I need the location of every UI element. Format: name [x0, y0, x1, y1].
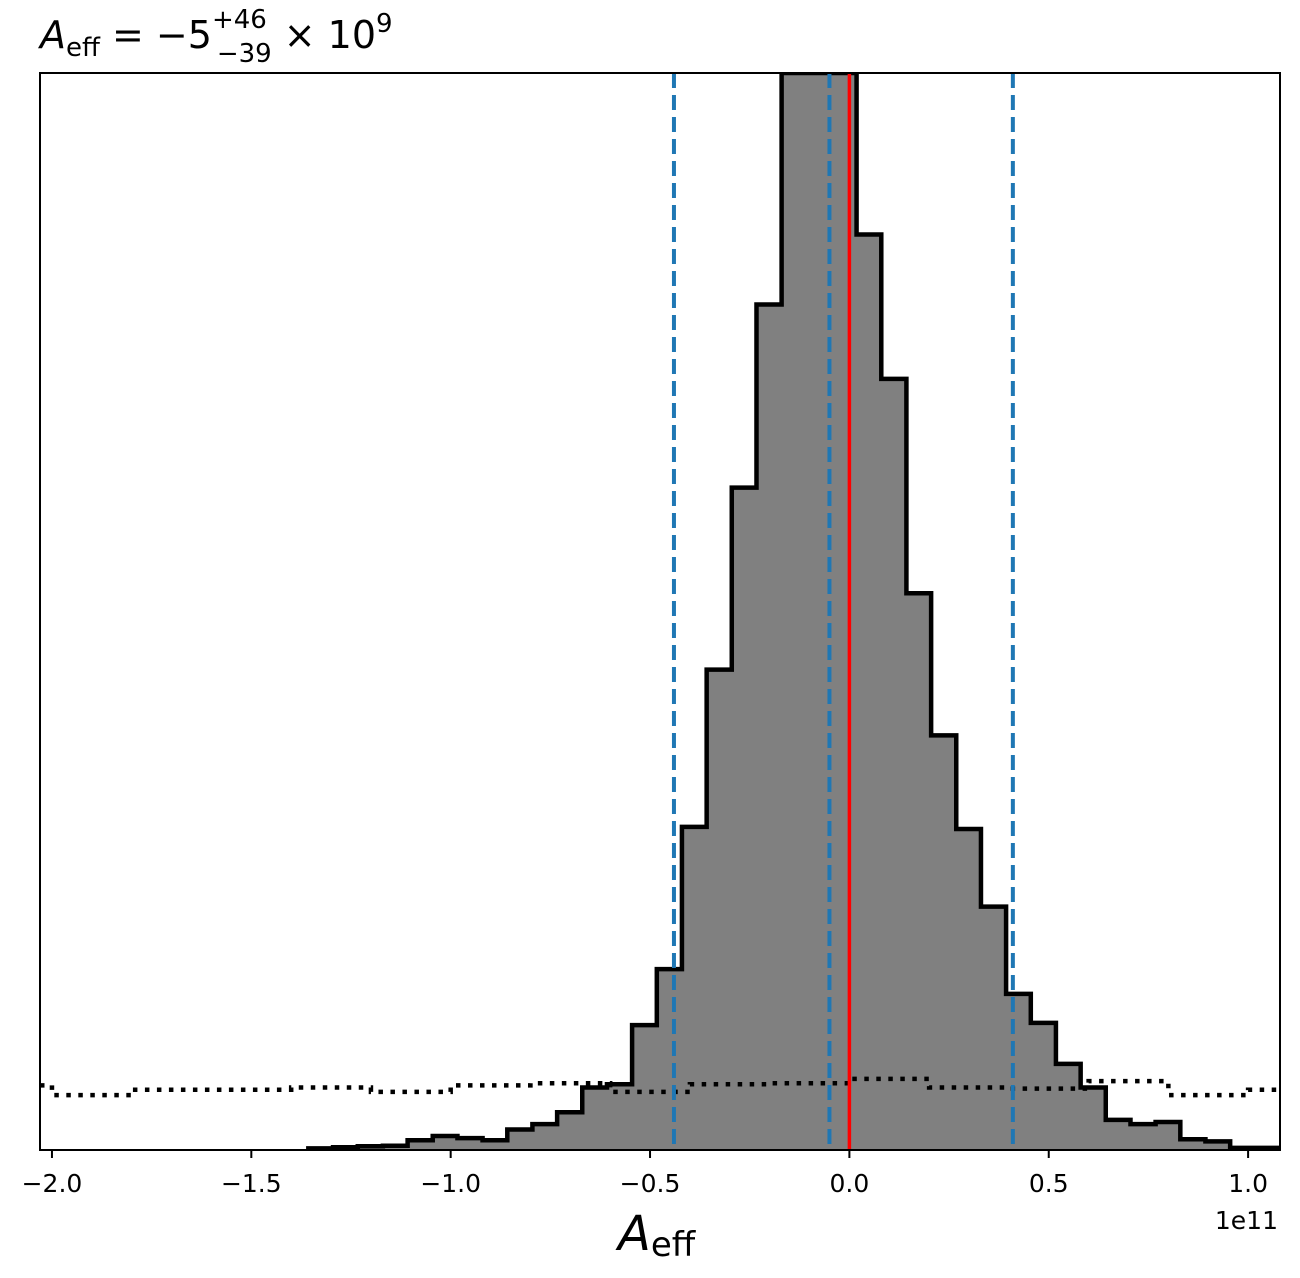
x-tick-label: −1.0: [420, 1169, 481, 1198]
histogram-bar: [1105, 1119, 1131, 1150]
title-value: = −5: [100, 13, 212, 57]
histogram-bar: [706, 669, 733, 1150]
histogram-bar: [606, 1084, 633, 1150]
histogram-bar: [507, 1129, 533, 1150]
x-offset-text: 1e11: [1215, 1206, 1278, 1235]
histogram-bar: [956, 829, 982, 1150]
histogram-bar: [906, 593, 932, 1150]
histogram-bar: [582, 1087, 608, 1150]
histogram-bar: [1006, 993, 1032, 1150]
histogram-bar: [1155, 1121, 1181, 1150]
x-tick-label: −1.5: [221, 1169, 282, 1198]
histogram-bar: [482, 1140, 508, 1150]
histogram-bar: [831, 73, 858, 1150]
histogram-bar: [432, 1135, 458, 1150]
histogram-bar: [756, 304, 783, 1150]
title-upper-error: +46: [212, 5, 267, 35]
title-subscript: eff: [66, 33, 101, 63]
x-tick-label: 0.5: [1029, 1169, 1069, 1198]
histogram-bar: [1205, 1141, 1231, 1150]
xlabel-symbol: A: [615, 1206, 651, 1262]
x-tick-label: −2.0: [22, 1169, 83, 1198]
histogram-bar: [407, 1140, 434, 1150]
plot-frame: [39, 72, 1281, 1151]
prior-dotted-line: [40, 1076, 1280, 1098]
histogram-bar: [931, 735, 957, 1150]
x-axis-label: Aeff: [615, 1206, 697, 1265]
histogram-bar: [1055, 1063, 1082, 1150]
title-symbol: A: [37, 13, 66, 57]
chart-title: Aeff = −5+46 −39 × 109: [37, 5, 393, 69]
xlabel-subscript: eff: [651, 1225, 697, 1265]
histogram-bar: [1180, 1139, 1206, 1150]
histogram-bar: [532, 1124, 558, 1150]
histogram-bar: [856, 234, 882, 1150]
title-lower-error: −39: [217, 39, 272, 69]
histogram-bar: [681, 826, 708, 1150]
x-tick-label: 1.0: [1228, 1169, 1268, 1198]
histogram-bar: [731, 487, 757, 1150]
x-tick-label: 0.0: [830, 1169, 870, 1198]
histogram-bar: [1080, 1087, 1107, 1150]
histogram-bar: [457, 1138, 484, 1150]
x-tick-label: −0.5: [620, 1169, 681, 1198]
title-exponent: 9: [376, 9, 393, 39]
histogram-bar: [980, 906, 1007, 1150]
histogram-bar: [781, 73, 807, 1150]
title-multiplier: × 10: [272, 13, 376, 57]
posterior-outline: [306, 73, 1280, 1150]
histogram-bar: [632, 1025, 658, 1150]
histogram-bar: [1130, 1124, 1157, 1150]
histogram-bar: [881, 378, 907, 1150]
histogram-bar: [656, 969, 683, 1150]
histogram-bar: [557, 1112, 583, 1150]
